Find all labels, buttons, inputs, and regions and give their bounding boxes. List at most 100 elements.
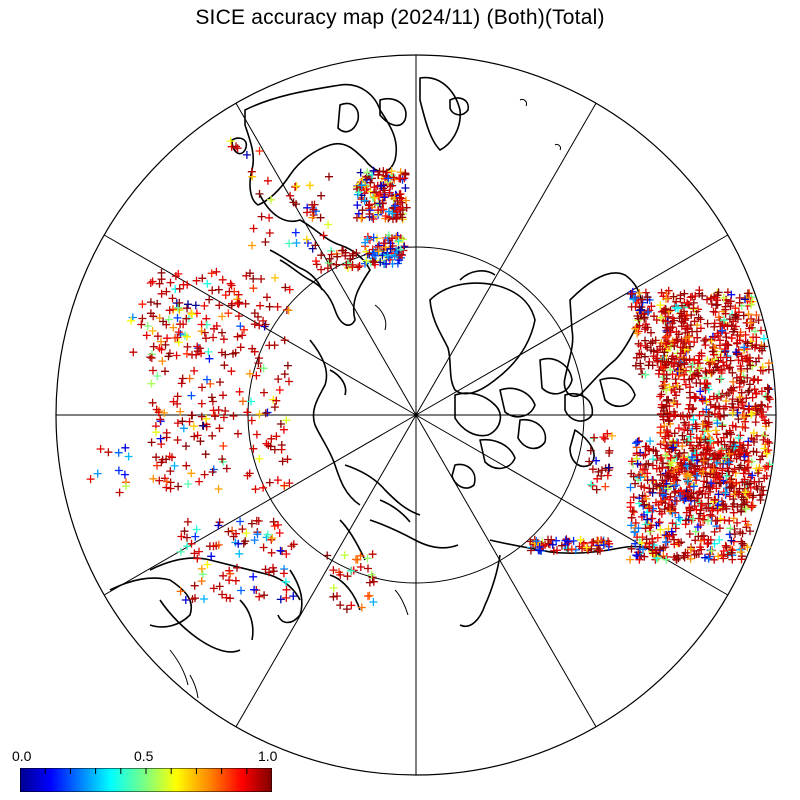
accuracy-marker	[276, 546, 285, 555]
accuracy-marker	[348, 263, 357, 271]
accuracy-marker	[604, 463, 613, 472]
accuracy-marker	[352, 249, 361, 257]
accuracy-marker	[187, 469, 196, 478]
accuracy-marker	[156, 434, 165, 443]
accuracy-marker	[333, 592, 341, 601]
accuracy-marker	[176, 547, 185, 556]
accuracy-marker	[147, 354, 156, 362]
accuracy-marker	[719, 293, 728, 302]
accuracy-marker	[664, 395, 673, 404]
accuracy-marker	[669, 292, 678, 301]
accuracy-marker	[319, 231, 328, 240]
accuracy-marker	[285, 479, 294, 488]
accuracy-marker	[741, 330, 750, 339]
accuracy-marker	[674, 513, 683, 522]
accuracy-marker	[267, 195, 275, 204]
accuracy-marker	[690, 317, 699, 326]
accuracy-marker	[745, 404, 754, 413]
accuracy-marker	[640, 352, 649, 361]
accuracy-marker	[695, 286, 704, 295]
accuracy-marker	[365, 200, 374, 209]
accuracy-marker	[635, 471, 643, 479]
accuracy-marker	[716, 341, 724, 350]
accuracy-marker	[176, 407, 185, 416]
accuracy-marker	[698, 457, 707, 466]
accuracy-marker	[257, 212, 266, 221]
accuracy-marker	[694, 514, 703, 523]
accuracy-marker	[180, 527, 189, 536]
accuracy-markers	[86, 137, 774, 614]
accuracy-marker	[594, 536, 603, 545]
accuracy-marker	[705, 366, 714, 375]
accuracy-marker	[174, 338, 183, 347]
accuracy-marker	[670, 429, 679, 438]
accuracy-marker	[684, 436, 693, 445]
accuracy-marker	[680, 289, 689, 298]
accuracy-marker	[242, 529, 251, 538]
accuracy-marker	[749, 491, 758, 500]
accuracy-marker	[282, 585, 291, 594]
accuracy-marker	[238, 397, 247, 406]
accuracy-marker	[279, 569, 288, 578]
accuracy-marker	[153, 372, 162, 380]
accuracy-marker	[738, 401, 747, 409]
accuracy-marker	[173, 436, 182, 444]
accuracy-marker	[395, 174, 404, 183]
accuracy-marker	[674, 424, 683, 433]
accuracy-marker	[648, 488, 657, 497]
accuracy-marker	[369, 577, 378, 586]
accuracy-marker	[287, 542, 296, 551]
accuracy-marker	[576, 535, 585, 544]
accuracy-marker	[656, 392, 665, 401]
accuracy-marker	[702, 482, 711, 491]
accuracy-marker	[722, 361, 731, 370]
accuracy-marker	[757, 411, 766, 419]
accuracy-marker	[183, 517, 192, 526]
accuracy-marker	[745, 380, 754, 389]
accuracy-marker	[720, 345, 729, 354]
accuracy-marker	[643, 343, 652, 352]
accuracy-marker	[364, 201, 373, 210]
accuracy-marker	[275, 386, 284, 394]
accuracy-marker	[662, 339, 671, 348]
accuracy-marker	[162, 477, 171, 486]
accuracy-marker	[178, 374, 187, 383]
accuracy-marker	[255, 410, 264, 419]
accuracy-marker	[325, 172, 333, 181]
accuracy-marker	[174, 328, 183, 337]
accuracy-marker	[644, 361, 653, 370]
accuracy-marker	[643, 469, 652, 478]
accuracy-marker	[149, 474, 158, 483]
accuracy-marker	[214, 485, 223, 493]
accuracy-marker	[227, 281, 236, 290]
accuracy-marker	[638, 295, 647, 304]
accuracy-marker	[226, 279, 235, 288]
accuracy-marker	[369, 166, 378, 175]
accuracy-marker	[159, 317, 168, 326]
accuracy-marker	[740, 413, 749, 422]
accuracy-marker	[700, 477, 709, 486]
accuracy-marker	[162, 433, 171, 442]
colorbar-label-min: 0.0	[12, 748, 32, 764]
accuracy-marker	[250, 320, 259, 329]
accuracy-marker	[704, 517, 713, 525]
accuracy-marker	[249, 444, 258, 453]
accuracy-marker	[745, 479, 754, 488]
accuracy-marker	[163, 334, 172, 343]
accuracy-marker	[153, 461, 161, 470]
accuracy-marker	[137, 320, 146, 329]
accuracy-marker	[365, 249, 374, 258]
accuracy-marker	[192, 276, 201, 285]
accuracy-marker	[734, 450, 743, 459]
accuracy-marker	[157, 268, 166, 277]
accuracy-marker	[684, 492, 692, 501]
accuracy-marker	[259, 543, 268, 552]
accuracy-marker	[173, 399, 182, 408]
accuracy-marker	[763, 392, 772, 401]
accuracy-marker	[706, 510, 715, 519]
accuracy-marker	[369, 233, 378, 242]
accuracy-marker	[161, 340, 170, 349]
accuracy-marker	[640, 500, 649, 509]
accuracy-marker	[734, 308, 743, 317]
accuracy-marker	[733, 331, 742, 339]
